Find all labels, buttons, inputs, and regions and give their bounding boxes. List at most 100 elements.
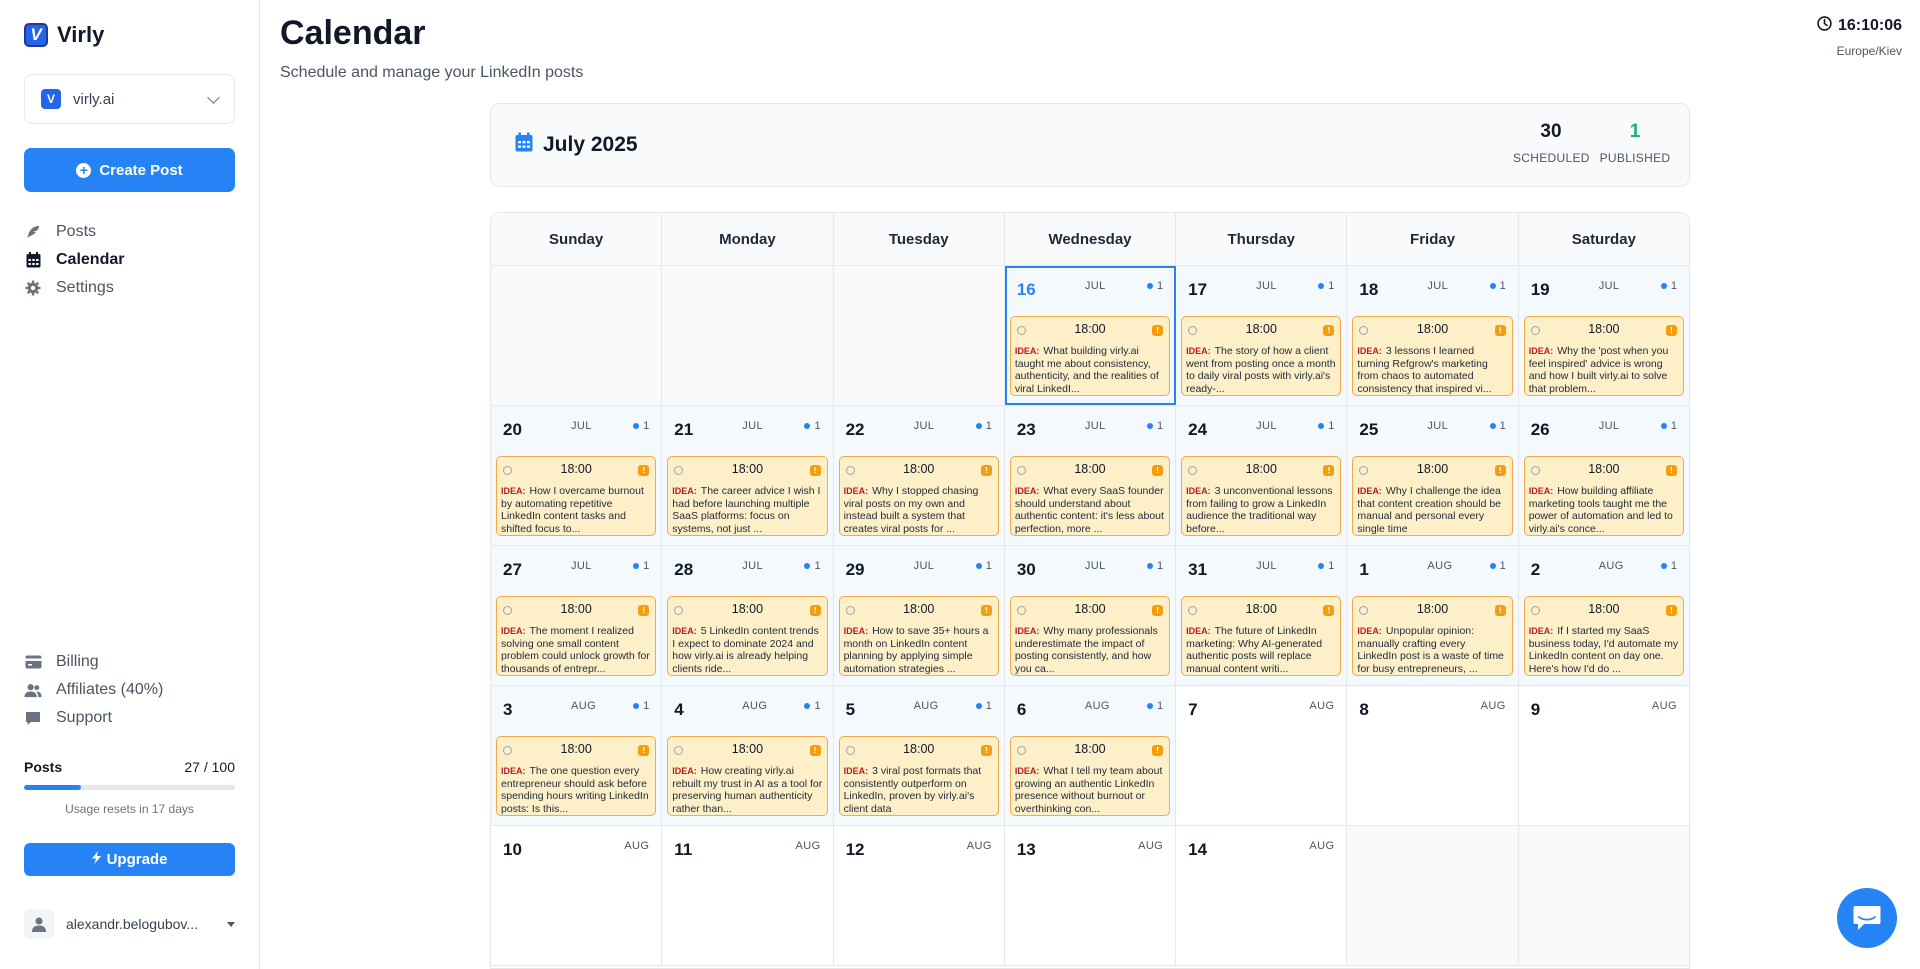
post-count: 1 — [1499, 280, 1506, 292]
post-text: The career advice I wish I had before la… — [672, 485, 821, 535]
idea-badge-icon: ! — [809, 605, 821, 616]
calendar-day[interactable]: 30 JUL 1 18:00! IDEA: Why many professionals … — [1004, 546, 1177, 685]
weekday-saturday: Saturday — [1571, 230, 1636, 248]
calendar-day[interactable]: 24 JUL 1 18:00! IDEA: 3 unconventional lesson… — [1176, 406, 1348, 545]
post-time: 18:00 — [560, 602, 592, 616]
day-number: 24 — [1188, 420, 1208, 439]
scheduled-post-card[interactable]: 18:00! IDEA: 5 LinkedIn content trends I e… — [667, 596, 828, 676]
scheduled-post-card[interactable]: 18:00! IDEA: What every SaaS founder shoul… — [1009, 456, 1171, 536]
workspace-selector[interactable]: V virly.ai — [24, 74, 235, 124]
nav-item-posts[interactable]: Posts — [24, 218, 124, 246]
post-count: 1 — [1157, 700, 1164, 712]
calendar-day[interactable]: 3 AUG 1 18:00! IDEA: The one question every e… — [491, 686, 663, 825]
brand[interactable]: V Virly — [24, 22, 104, 48]
calendar-day[interactable]: 19 JUL 1 18:00! IDEA: Why the 'post when you … — [1518, 266, 1689, 405]
clock-icon — [1016, 326, 1026, 335]
create-post-button[interactable]: + Create Post — [24, 148, 235, 192]
scheduled-post-card[interactable]: 18:00! IDEA: What building virly.ai taught… — [1009, 316, 1171, 396]
calendar-day[interactable]: 8 AUG — [1347, 686, 1519, 825]
calendar-day[interactable]: 31 JUL 1 18:00! IDEA: The future of LinkedIn … — [1176, 546, 1348, 685]
calendar-day[interactable]: 9 AUG — [1518, 686, 1689, 825]
calendar-day[interactable]: 27 JUL 1 18:00! IDEA: The moment I realized s… — [491, 546, 663, 685]
scheduled-post-card[interactable]: 18:00! IDEA: How building affiliate market… — [1523, 456, 1684, 536]
scheduled-post-card[interactable]: 18:00! IDEA: Why the 'post when you feel i… — [1523, 316, 1684, 396]
calendar-day[interactable]: 20 JUL 1 18:00! IDEA: How I overcame burnout … — [491, 406, 663, 545]
calendar-week: 20 JUL 1 18:00! IDEA: How I overcame burnout … — [491, 406, 1689, 546]
scheduled-post-card[interactable]: 18:00! IDEA: The moment I realized solving… — [496, 596, 657, 676]
scheduled-post-card[interactable]: 18:00! IDEA: The career advice I wish I ha… — [667, 456, 828, 536]
workspace-logo-icon: V — [41, 89, 61, 109]
calendar-day[interactable]: 14 AUG — [1176, 826, 1348, 965]
day-number: 12 — [845, 840, 865, 859]
day-number: 16 — [1016, 280, 1036, 299]
post-tag: IDEA: — [1014, 346, 1040, 356]
calendar-day[interactable]: 17 JUL 1 18:00! IDEA: The story of how a clie… — [1176, 266, 1348, 405]
calendar-day[interactable]: 13 AUG — [1004, 826, 1177, 965]
nav-item-settings[interactable]: Settings — [24, 274, 124, 302]
scheduled-post-card[interactable]: 18:00! IDEA: Why I stopped chasing viral p… — [838, 456, 999, 536]
calendar-day[interactable]: 26 JUL 1 18:00! IDEA: How building affiliate … — [1518, 406, 1689, 545]
post-text: 5 LinkedIn content trends I expect to do… — [672, 625, 819, 675]
nav-item-support[interactable]: Support — [24, 704, 163, 732]
weekday-thursday: Thursday — [1176, 213, 1348, 265]
usage-meter: Posts 27 / 100 Usage resets in 17 days — [24, 759, 235, 816]
scheduled-post-card[interactable]: 18:00! IDEA: If I started my SaaS business… — [1523, 596, 1684, 676]
calendar-day[interactable]: 2 AUG 1 18:00! IDEA: If I started my SaaS bus… — [1518, 546, 1689, 685]
idea-badge-icon: ! — [1152, 745, 1164, 756]
day-number: 10 — [503, 840, 522, 859]
calendar-day[interactable]: 10 AUG — [491, 826, 663, 965]
upgrade-label: Upgrade — [106, 851, 168, 868]
calendar-day[interactable]: 18 JUL 1 18:00! IDEA: 3 lessons I learned tur… — [1347, 266, 1519, 405]
scheduled-post-card[interactable]: 18:00! IDEA: What I tell my team about gro… — [1009, 736, 1171, 816]
calendar-day[interactable]: 21 JUL 1 18:00! IDEA: The career advice I wis… — [662, 406, 834, 545]
user-menu[interactable]: alexandr.belogubov... — [24, 909, 235, 939]
calendar-day[interactable]: 4 AUG 1 18:00! IDEA: How creating virly.ai re… — [662, 686, 834, 825]
nav-item-billing[interactable]: Billing — [24, 648, 163, 676]
scheduled-post-card[interactable]: 18:00! IDEA: The future of LinkedIn market… — [1181, 596, 1342, 676]
scheduled-post-card[interactable]: 18:00! IDEA: 3 lessons I learned turning R… — [1352, 316, 1513, 396]
post-count: 1 — [1670, 280, 1677, 292]
scheduled-post-card[interactable]: 18:00! IDEA: Unpopular opinion: manually c… — [1352, 596, 1513, 676]
scheduled-post-card[interactable]: 18:00! IDEA: The story of how a client wen… — [1181, 316, 1342, 396]
post-count-badge: 1 — [1489, 560, 1506, 572]
upgrade-button[interactable]: Upgrade — [24, 843, 235, 876]
calendar-day-today[interactable]: 16 JUL 1 18:00! IDEA: What building virly.ai … — [1004, 266, 1177, 405]
calendar-day[interactable]: 29 JUL 1 18:00! IDEA: How to save 35+ hours a… — [833, 546, 1005, 685]
scheduled-post-card[interactable]: 18:00! IDEA: Why many professionals undere… — [1009, 596, 1171, 676]
post-count-badge: 1 — [804, 700, 821, 712]
scheduled-post-card[interactable]: 18:00! IDEA: How to save 35+ hours a month… — [838, 596, 999, 676]
clock-icon — [845, 466, 855, 475]
calendar-day[interactable]: 22 JUL 1 18:00! IDEA: Why I stopped chasing v… — [833, 406, 1005, 545]
calendar-day[interactable]: 25 JUL 1 18:00! IDEA: Why I challenge the ide… — [1347, 406, 1519, 545]
scheduled-post-card[interactable]: 18:00! IDEA: 3 unconventional lessons from… — [1181, 456, 1342, 536]
user-icon — [32, 917, 46, 932]
calendar-day[interactable]: 6 AUG 1 18:00! IDEA: What I tell my team abou… — [1004, 686, 1177, 825]
idea-badge-icon: ! — [1665, 605, 1677, 616]
gear-icon — [24, 279, 42, 297]
calendar-day[interactable]: 28 JUL 1 18:00! IDEA: 5 LinkedIn content tren… — [662, 546, 834, 685]
scheduled-post-card[interactable]: 18:00! IDEA: 3 viral post formats that con… — [838, 736, 999, 816]
day-month: AUG — [742, 700, 768, 712]
calendar-day[interactable]: 12 AUG — [833, 826, 1005, 965]
day-month: AUG — [1651, 700, 1677, 712]
scheduled-post-card[interactable]: 18:00! IDEA: The one question every entrep… — [496, 736, 657, 816]
post-tag: IDEA: — [1357, 486, 1382, 496]
calendar-day[interactable]: 7 AUG — [1176, 686, 1348, 825]
calendar-day[interactable]: 11 AUG — [662, 826, 834, 965]
chat-support-button[interactable] — [1837, 888, 1897, 948]
nav-label-calendar: Calendar — [56, 251, 125, 268]
scheduled-post-card[interactable]: 18:00! IDEA: How creating virly.ai rebuilt… — [667, 736, 828, 816]
post-preview: IDEA: The future of LinkedIn marketing: W… — [1186, 625, 1336, 675]
post-count: 1 — [985, 700, 992, 712]
clock-icon — [1359, 466, 1369, 475]
nav-item-affiliates[interactable]: Affiliates (40%) — [24, 676, 163, 704]
scheduled-post-card[interactable]: 18:00! IDEA: Why I challenge the idea that… — [1352, 456, 1513, 536]
calendar-day[interactable]: 5 AUG 1 18:00! IDEA: 3 viral post formats tha… — [833, 686, 1005, 825]
post-count: 1 — [814, 560, 821, 572]
calendar-day[interactable]: 23 JUL 1 18:00! IDEA: What every SaaS founder… — [1004, 406, 1177, 545]
weekday-tuesday: Tuesday — [834, 213, 1005, 265]
calendar-day[interactable]: 1 AUG 1 18:00! IDEA: Unpopular opinion: manua… — [1347, 546, 1519, 685]
nav-item-calendar[interactable]: Calendar — [24, 246, 124, 274]
scheduled-post-card[interactable]: 18:00! IDEA: How I overcame burnout by aut… — [496, 456, 657, 536]
clock-icon — [1359, 326, 1369, 335]
